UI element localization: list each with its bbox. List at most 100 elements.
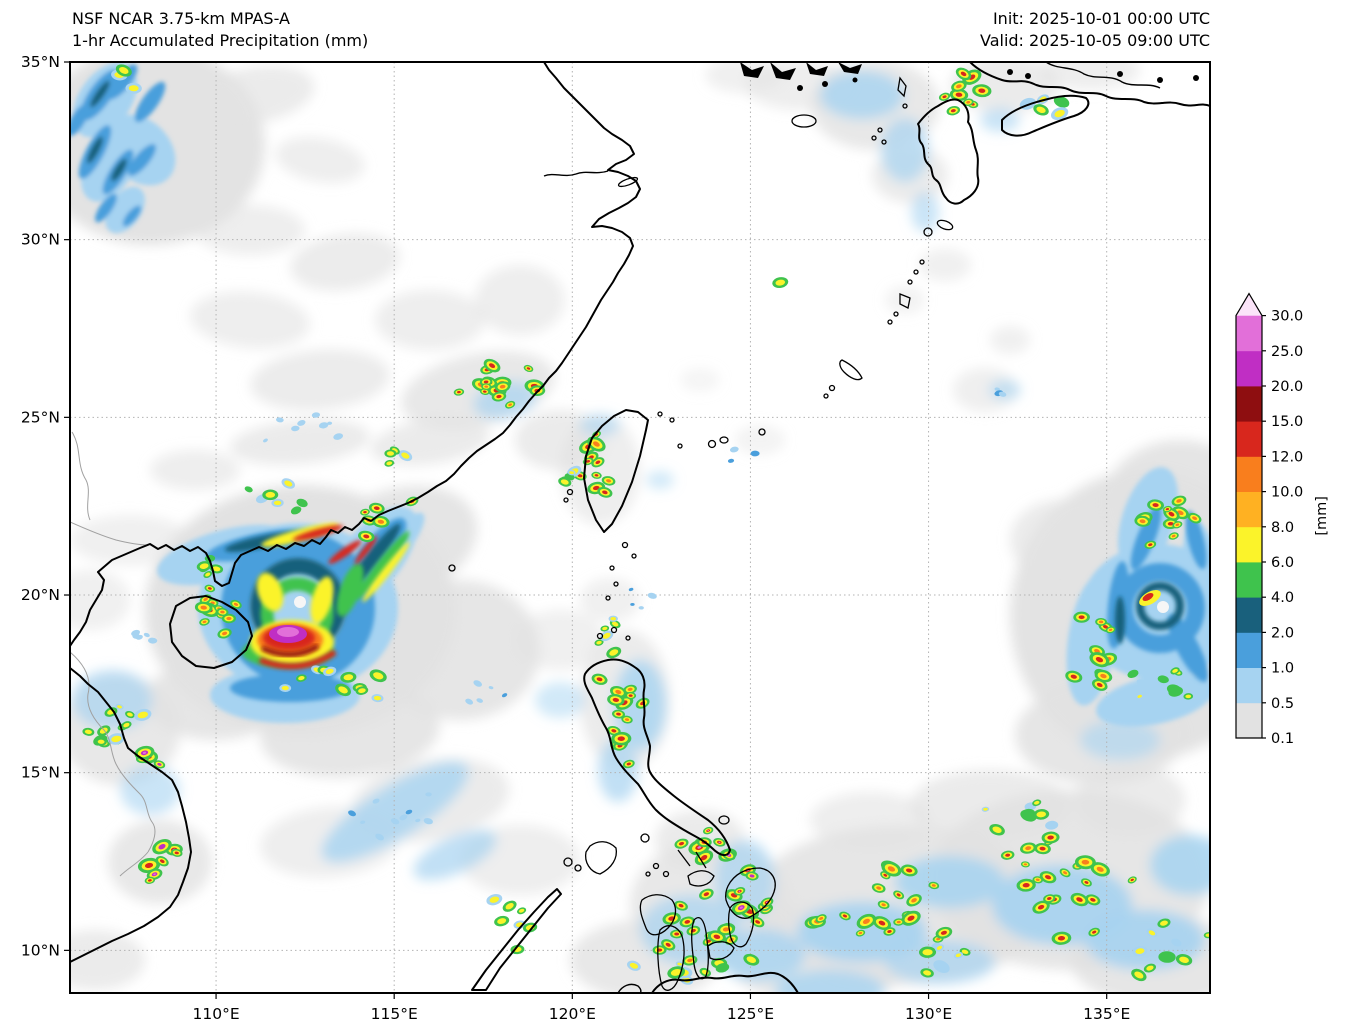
cell-cluster-vietnam-central [82,703,152,748]
colorbar-tick-label: 2.0 [1271,625,1294,641]
coast-vietnam-north [70,571,105,647]
field-title: 1-hr Accumulated Precipitation (mm) [72,31,368,50]
colorbar-tick-label: 12.0 [1271,449,1303,465]
yangtze-river [543,170,609,177]
cell-cluster-japan-inland-sea [1019,94,1070,121]
cell-cluster-se-field-west [804,860,953,943]
cell-cluster-hongkong-east-band [384,446,413,467]
colorbar-tick-label: 20.0 [1271,379,1303,395]
cell-cluster-fujian-coast [453,358,546,409]
latitude-axis: 35°N 30°N 25°N 20°N 15°N 10°N [21,53,70,959]
cell-cluster-kyushu-west [938,67,992,116]
tropical-cyclone-east [1066,467,1210,727]
cell-cluster-bashi-flecks [628,587,657,610]
cell-cluster-ryukyu-sparse [994,387,1007,397]
cell-cluster-leizhou [196,554,224,579]
x-tick-label: 110°E [192,1005,239,1023]
cell-cluster-scs-band [348,792,433,841]
colorbar-over-arrow [1236,293,1262,316]
island-shikoku [1001,94,1090,137]
map-frame [69,61,1211,994]
island-amami [899,293,911,309]
island-tsushima [897,76,907,98]
colorbar-segment [1236,702,1262,739]
island-cebu [691,917,709,980]
y-tick-label: 20°N [21,586,60,604]
colorbar-tick-label: 30.0 [1271,309,1303,325]
cell-cluster-guangdong-inland [263,412,343,443]
coastlines [70,62,1210,993]
island-leyte [727,901,755,948]
y-tick-label: 25°N [21,408,60,426]
coast-mindanao [651,971,799,993]
x-tick-label: 135°E [1083,1005,1130,1023]
island-samar [724,867,776,919]
y-tick-label: 35°N [21,53,60,71]
convective-cells [82,64,1210,985]
cell-cluster-tonkin-flecks [131,629,158,644]
island-jeju [791,114,817,128]
colorbar-tick-label: 4.0 [1271,590,1294,606]
cell-cluster-east-tc-west [1065,611,1118,691]
precipitation-colorbar: 0.1 0.5 1.0 2.0 4.0 6.0 8.0 10.0 12.0 15.0 20.0 25.… [1235,292,1330,747]
country-borders [70,431,156,877]
colorbar-segment [1236,632,1262,668]
island-okinawa [839,359,863,381]
longitude-axis: 110°E 115°E 120°E 125°E 130°E 135°E [192,993,1130,1023]
cell-cluster-lone-cell [772,277,789,289]
island-mindoro [584,841,618,875]
init-time-label: Init: 2025-10-01 00:00 UTC [993,9,1210,28]
x-tick-label: 120°E [549,1005,596,1023]
cell-cluster-nw-china-bits [111,64,142,94]
colorbar-tick-label: 25.0 [1271,344,1303,360]
cell-cluster-se-field-far [1131,918,1210,982]
island-miyako [758,428,766,436]
korea-islands [740,62,764,78]
island-bohol [707,941,735,961]
island-masbate [687,870,715,887]
cell-cluster-bicol [674,826,737,866]
cell-cluster-luzon-north [594,615,622,659]
colorbar-segment [1236,350,1262,387]
cell-cluster-vietnam-south [137,839,183,884]
colorbar-tick-label: 8.0 [1271,520,1294,536]
x-tick-label: 130°E [905,1005,952,1023]
colorbar-segment [1236,526,1262,563]
colorbar-segment [1236,667,1262,704]
cell-cluster-hainan-east [194,584,242,639]
colorbar-segment [1236,456,1262,492]
island-hainan [169,595,253,669]
cell-cluster-luzon [591,673,650,769]
map-plot-area [70,62,1210,993]
colorbar-segment [1236,597,1262,633]
colorbar-tick-label: 1.0 [1271,661,1294,677]
colorbar-segment [1236,421,1262,457]
island-taiwan [583,409,649,533]
valid-time-label: Valid: 2025-10-05 09:00 UTC [980,31,1210,50]
light-precipitation-shading [70,62,1210,993]
island-marinduque [640,833,650,843]
cell-cluster-se-field-east [1000,831,1137,945]
cell-cluster-taiwan-strait [558,465,582,487]
model-title: NSF NCAR 3.75-km MPAS-A [72,9,290,28]
cell-cluster-east-tc-north [1134,495,1202,549]
island-catanduanes [718,815,730,825]
island-palawan [471,888,562,991]
cell-cluster-se-deep [918,942,971,978]
coast-vietnam [70,667,192,963]
tropical-cyclone-west [157,506,425,723]
y-tick-label: 10°N [21,941,60,959]
island-kyushu [917,98,980,205]
colorbar-segment [1236,491,1262,528]
cell-cluster-east-tc-south [1127,667,1194,700]
y-tick-label: 15°N [21,764,60,782]
island-panay [639,894,677,936]
colorbar-segment [1236,562,1262,598]
cell-cluster-west-tc-south-rim [279,665,337,693]
colorbar-tick-label: 10.0 [1271,485,1303,501]
chongming-island [617,176,639,188]
y-tick-label: 30°N [21,231,60,249]
cell-cluster-se-field-north [981,799,1059,836]
